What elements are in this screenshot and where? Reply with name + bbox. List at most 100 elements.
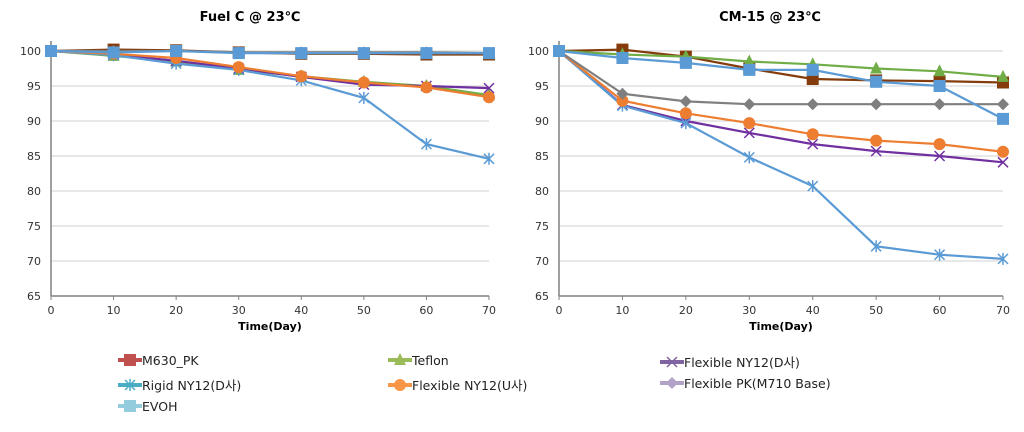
series-line [558,48,1004,84]
x-tick-label: 30 [742,304,756,317]
legend-marker [666,355,678,368]
data-point [997,156,1009,168]
y-tick-label: 100 [20,45,41,58]
x-tick-label: 20 [679,304,693,317]
legend-item: Flexible NY12(U사) [388,375,527,394]
x-tick-label: 0 [556,304,563,317]
legend-label: M630_PK [142,352,199,368]
series-evoh [553,45,1009,125]
x-tick-label: 10 [107,304,121,317]
data-point [232,61,245,74]
data-point [807,180,819,193]
y-tick-label: 80 [535,185,549,198]
data-point [232,47,245,60]
chart-panel-2: CM-15 @ 23℃ 65 70 75 80 85 90 95 100 0 10 20 30 40 50 6… [528,10,1010,333]
data-point [743,63,756,76]
chart-panel-1: Fuel C @ 23℃ 65 70 75 80 85 90 95 100 0 10 20 30 40 50… [20,10,496,333]
x-tick-label: 50 [357,304,371,317]
data-point [870,240,882,253]
legend-label: Flexible NY12(U사) [412,378,528,393]
data-point [45,45,57,57]
x-tick-label: 50 [869,304,883,317]
data-point [295,47,308,60]
legend-item: Teflon [388,352,449,368]
data-point [679,56,692,69]
series-line [558,50,1003,106]
legend-label: Teflon [412,352,449,368]
legend-label: Flexible PK(M710 Base) [684,375,831,391]
x-tick-label: 40 [294,304,308,317]
legend-item: Flexible PK(M710 Base) [660,375,831,391]
x-tick-label: 30 [232,304,246,317]
data-point [933,64,946,77]
data-point [997,112,1009,125]
y-tick-label: 95 [535,80,549,93]
x-tick-label: 60 [419,304,433,317]
data-point [934,150,946,162]
y-tick-label: 80 [27,185,41,198]
data-point [420,138,432,151]
series-line [558,50,1004,260]
y-tick-label: 95 [27,80,41,93]
y-tick-label: 90 [27,115,41,128]
data-point [357,76,370,89]
legend-swatch-icon [388,353,412,365]
data-point [933,98,946,111]
data-point [616,87,629,100]
legend-swatch-icon [660,377,684,389]
data-point [420,47,433,60]
data-point [933,138,946,151]
data-point [870,145,882,157]
data-point [933,80,946,92]
x-tick-label: 60 [933,304,947,317]
data-point [483,91,495,104]
series-evoh [45,45,495,60]
data-point [934,248,946,261]
y-tick-label: 100 [528,45,549,58]
x-tick-label: 0 [48,304,55,317]
data-point [870,98,883,111]
data-point [743,54,756,67]
legend-marker [124,400,136,412]
legend-label: EVOH [142,398,178,414]
y-tick-label: 65 [27,290,41,303]
data-point [295,70,308,83]
data-point [870,61,883,74]
data-point [358,91,370,104]
y-tick-label: 75 [535,220,549,233]
legend-item: Flexible NY12(D사) [660,352,800,371]
x-tick-label: 10 [615,304,629,317]
x-tick-label: 70 [996,304,1010,317]
data-point [743,127,755,139]
x-axis-label: Time(Day) [238,320,302,333]
data-point [483,82,495,94]
data-point [997,98,1009,111]
data-point [553,45,565,57]
data-point [743,151,755,164]
legend-swatch-icon [118,400,142,412]
data-point [616,94,629,107]
legend-marker [394,353,406,365]
chart-title: Fuel C @ 23℃ [200,10,301,25]
data-point [679,107,692,120]
legend-label: Rigid NY12(D사) [142,378,242,393]
data-point [107,46,120,59]
legend-marker [124,354,136,366]
legend-swatch-icon [118,354,142,366]
data-point [806,73,819,85]
data-point [420,81,433,94]
data-point [870,134,883,147]
y-tick-label: 75 [27,220,41,233]
data-point [806,98,819,111]
data-point [997,145,1009,158]
series-line [558,49,1004,120]
legend-marker [394,378,406,391]
data-point [806,63,819,76]
series-line [50,49,490,160]
y-tick-label: 70 [535,255,549,268]
legend-marker [124,378,136,391]
data-point [483,47,495,60]
data-point [483,152,495,165]
